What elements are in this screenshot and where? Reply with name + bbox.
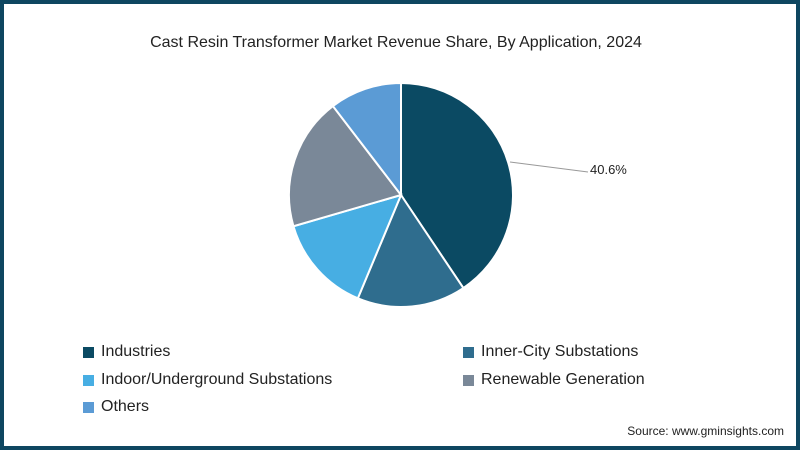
legend-item-others: Others <box>83 398 149 416</box>
swatch-icon <box>83 401 94 413</box>
pie-slice-others <box>331 81 402 198</box>
legend-item-indoor: Indoor/Underground Substations <box>83 371 332 389</box>
leader-line <box>509 161 589 173</box>
legend-item-industries: Industries <box>83 343 170 361</box>
swatch-icon <box>83 374 94 386</box>
source-note: Source: www.gminsights.com <box>627 424 784 438</box>
industries-value-label: 40.6% <box>590 162 627 177</box>
legend-item-renewable: Renewable Generation <box>463 371 645 389</box>
pie-slice-industries <box>400 81 514 290</box>
pie-slice-indoor-underground-substations <box>292 193 403 300</box>
swatch-icon <box>463 374 474 386</box>
swatch-icon <box>83 346 94 358</box>
pie-slice-inner-city-substations <box>356 192 465 308</box>
pie-slice-renewable-generation <box>288 104 403 228</box>
chart-title: Cast Resin Transformer Market Revenue Sh… <box>150 34 642 51</box>
swatch-icon <box>463 346 474 358</box>
legend-item-inner-city: Inner-City Substations <box>463 343 638 361</box>
